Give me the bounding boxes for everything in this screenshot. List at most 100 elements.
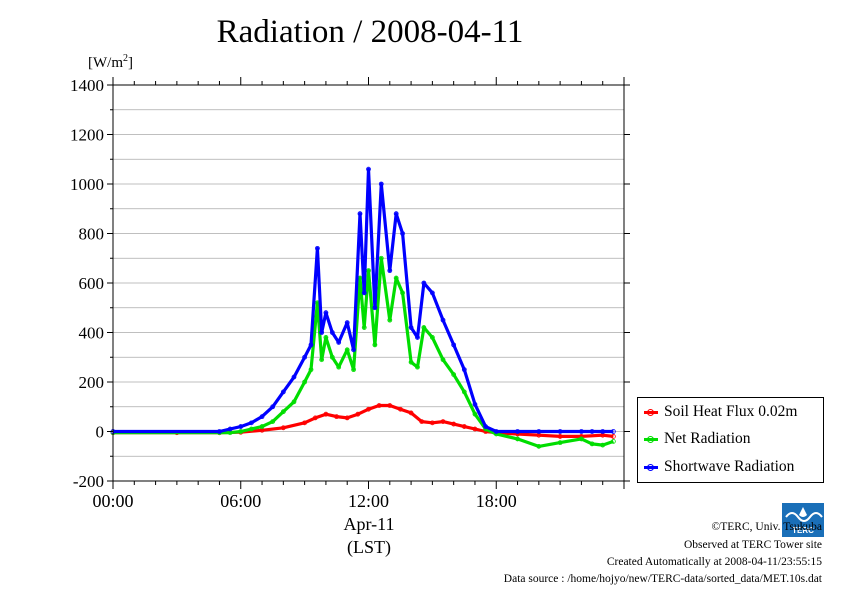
data-point [302,420,308,426]
data-point [472,401,478,407]
data-point [376,403,382,408]
data-point [536,429,542,434]
data-point [302,379,308,385]
data-point [312,415,318,421]
data-point [259,414,265,420]
data-point [589,429,595,434]
data-point [344,347,350,353]
data-point [355,411,361,417]
data-point [361,290,367,296]
y-tick-label: -200 [73,472,104,491]
data-point [280,409,286,415]
data-point [351,347,356,353]
legend-label-soil: Soil Heat Flux 0.02m [664,403,798,420]
data-point [259,424,265,429]
data-point [248,426,254,432]
data-point [291,374,297,380]
data-point [408,359,414,365]
data-point [336,364,342,370]
data-point [579,429,584,434]
data-point [400,290,405,296]
data-point [440,317,446,323]
data-point [323,335,329,340]
data-point [610,429,616,434]
data-point [415,335,420,340]
data-point [421,280,427,286]
data-point [280,389,286,395]
data-point [323,411,329,417]
data-point [366,406,371,412]
axis-ticks: -200 0 200 400 600 800 1000 1200 1400 00:00 06:00 1… [70,76,630,511]
data-point [415,364,420,370]
data-point [334,414,339,420]
data-point [336,339,342,345]
data-point [357,211,363,217]
series-line [113,256,614,448]
data-point [372,305,378,311]
data-point [361,325,367,330]
chart-legend: Soil Heat Flux 0.02m Net Radiation Short… [637,397,824,483]
data-point [393,275,399,281]
data-point [387,268,393,274]
data-point [280,425,286,431]
series-line [113,403,614,438]
data-point [429,290,435,296]
chart-title: Radiation / 2008-04-11 [216,14,524,50]
data-point [557,434,563,439]
data-point [351,367,356,373]
data-point [440,419,446,425]
legend-item-soil-heat-flux: Soil Heat Flux 0.02m [644,402,797,422]
data-point [472,411,478,417]
data-point [291,399,297,405]
data-point [429,420,435,426]
data-point [461,367,467,373]
data-point [515,429,520,434]
data-point [387,403,393,408]
data-point [610,438,616,444]
data-point [319,357,325,363]
data-point [393,211,399,217]
footer-created: Created Automatically at 2008-04-11/23:5… [606,556,822,568]
data-point [610,434,616,439]
terc-logo-icon: TERC [782,503,824,537]
legend-swatch-soil [644,408,658,416]
y-tick-label: 400 [79,324,105,343]
data-point [400,231,405,236]
y-tick-label: 200 [79,373,105,392]
series-group [110,166,616,449]
legend-label-shortwave: Shortwave Radiation [664,458,795,475]
data-point [472,426,478,432]
data-point [451,421,457,427]
footer-source: Data source : /home/hojyo/new/TERC-data/… [503,573,822,585]
data-point [314,245,320,251]
data-point [408,325,414,330]
data-point [344,415,350,421]
y-tick-label: 600 [79,274,105,293]
legend-item-shortwave-radiation: Shortwave Radiation [644,457,794,477]
data-point [270,419,276,425]
data-point [319,330,325,335]
x-axis-date-label: Apr-11 [343,514,395,534]
legend-item-net-radiation: Net Radiation [644,429,751,449]
data-point [308,367,314,373]
y-tick-label: 1400 [70,76,104,95]
series-net-radiation [110,255,616,449]
data-point [329,354,335,360]
data-point [483,424,489,429]
data-point [461,424,467,429]
data-point [421,325,427,330]
data-point [600,442,606,448]
data-point [579,436,584,442]
x-axis-timezone-label: (LST) [347,537,391,557]
series-shortwave-radiation [110,166,616,434]
data-point [557,429,563,434]
footer-copyright: ©TERC, Univ. Tsukuba [711,521,822,533]
data-point [451,372,457,377]
x-tick-label: 18:00 [476,491,517,511]
legend-swatch-shortwave [644,463,658,471]
y-tick-label: 0 [96,423,105,442]
data-point [308,342,314,348]
data-point [493,429,499,434]
legend-swatch-net [644,435,658,443]
